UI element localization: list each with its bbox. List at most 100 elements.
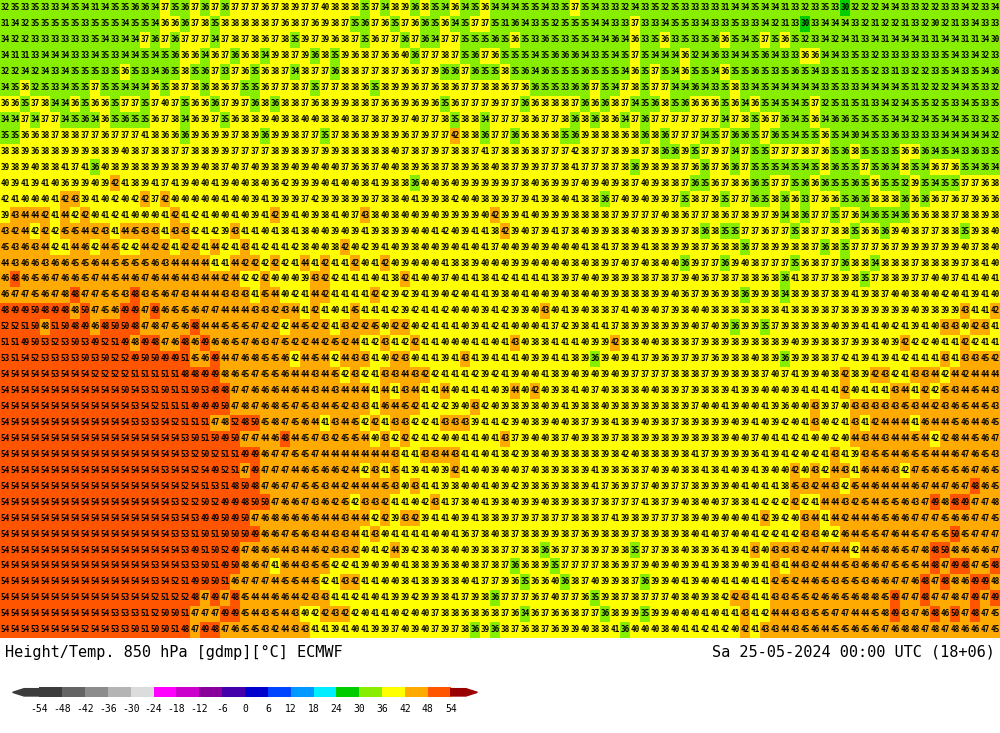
Text: 39: 39 [640, 306, 650, 315]
Text: 53: 53 [180, 545, 190, 555]
Text: 43: 43 [870, 402, 880, 411]
Text: 41: 41 [370, 545, 380, 555]
Text: 40: 40 [750, 402, 760, 411]
Text: 34: 34 [620, 115, 630, 124]
Text: 41: 41 [920, 354, 930, 364]
Text: 46: 46 [980, 434, 990, 443]
Text: 35: 35 [290, 35, 300, 45]
Text: 40: 40 [400, 482, 410, 491]
Text: 37: 37 [460, 83, 470, 92]
Text: 54: 54 [50, 529, 60, 539]
Text: 43: 43 [410, 482, 420, 491]
Text: 45: 45 [70, 226, 80, 236]
Text: 33: 33 [40, 35, 50, 45]
Text: 44: 44 [860, 514, 870, 523]
Text: 35: 35 [760, 195, 770, 204]
Text: 40: 40 [420, 243, 430, 251]
Text: 45: 45 [350, 418, 360, 427]
Text: 42: 42 [500, 418, 510, 427]
Text: 46: 46 [920, 609, 930, 619]
Text: 50: 50 [190, 434, 200, 443]
Text: 40: 40 [400, 195, 410, 204]
Text: 39: 39 [400, 4, 410, 12]
Text: 34: 34 [900, 99, 910, 108]
Text: 42: 42 [380, 514, 390, 523]
Text: 39: 39 [630, 609, 640, 619]
Text: 38: 38 [270, 67, 280, 76]
Text: 40: 40 [410, 259, 420, 268]
Text: 53: 53 [50, 354, 60, 364]
Text: 33: 33 [930, 51, 940, 60]
Text: 39: 39 [620, 370, 630, 379]
Text: 43: 43 [790, 625, 800, 634]
Text: 37: 37 [340, 19, 350, 29]
Text: 40: 40 [580, 179, 590, 188]
Text: 47: 47 [910, 514, 920, 523]
Text: 38: 38 [40, 147, 50, 156]
Text: 31: 31 [970, 35, 980, 45]
Text: 43: 43 [240, 243, 250, 251]
Text: 36: 36 [640, 578, 650, 586]
Text: 42: 42 [130, 243, 140, 251]
Text: 41: 41 [860, 323, 870, 331]
Text: 36: 36 [360, 163, 370, 172]
Text: 36: 36 [400, 67, 410, 76]
Text: 38: 38 [620, 323, 630, 331]
Text: 33: 33 [530, 35, 540, 45]
Text: 37: 37 [580, 163, 590, 172]
Text: 39: 39 [840, 274, 850, 284]
Text: 35: 35 [960, 226, 970, 236]
Text: 54: 54 [160, 529, 170, 539]
Text: 37: 37 [750, 226, 760, 236]
Text: 41: 41 [950, 338, 960, 347]
Text: 33: 33 [810, 19, 820, 29]
Text: 39: 39 [270, 51, 280, 60]
Text: 34: 34 [50, 51, 60, 60]
Text: 47: 47 [280, 482, 290, 491]
Text: 36: 36 [920, 195, 930, 204]
Text: 48: 48 [130, 338, 140, 347]
Text: 54: 54 [160, 482, 170, 491]
Text: 42: 42 [970, 338, 980, 347]
Text: 45: 45 [240, 625, 250, 634]
Text: 46: 46 [160, 290, 170, 300]
Text: 35: 35 [640, 51, 650, 60]
Text: 41: 41 [300, 306, 310, 315]
Text: 44: 44 [290, 465, 300, 475]
Text: 34: 34 [610, 83, 620, 92]
Text: 42: 42 [420, 418, 430, 427]
Text: 39: 39 [630, 243, 640, 251]
Text: 39: 39 [810, 306, 820, 315]
Text: 53: 53 [190, 561, 200, 570]
Text: 39: 39 [560, 498, 570, 507]
Text: 35: 35 [20, 99, 30, 108]
Text: 51: 51 [230, 450, 240, 459]
Text: 31: 31 [20, 51, 30, 60]
Text: 39: 39 [430, 593, 440, 603]
Text: 54: 54 [20, 498, 30, 507]
Text: 42: 42 [270, 210, 280, 220]
Text: 36: 36 [710, 35, 720, 45]
Text: 46: 46 [810, 625, 820, 634]
Text: 34: 34 [660, 19, 670, 29]
Text: 39: 39 [510, 370, 520, 379]
Text: 41: 41 [320, 306, 330, 315]
Text: 54: 54 [70, 625, 80, 634]
Text: 41: 41 [420, 386, 430, 395]
Text: 54: 54 [70, 545, 80, 555]
Text: 34: 34 [720, 115, 730, 124]
Text: 41: 41 [700, 609, 710, 619]
Text: 39: 39 [80, 179, 90, 188]
Text: 33: 33 [900, 131, 910, 140]
Text: 38: 38 [330, 4, 340, 12]
Text: 37: 37 [680, 163, 690, 172]
Text: 37: 37 [640, 545, 650, 555]
Text: 37: 37 [770, 115, 780, 124]
Text: 41: 41 [540, 323, 550, 331]
Text: 34: 34 [820, 51, 830, 60]
Text: 38: 38 [590, 625, 600, 634]
Text: 38: 38 [990, 210, 1000, 220]
Text: 35: 35 [90, 67, 100, 76]
Text: 39: 39 [740, 323, 750, 331]
Text: 45: 45 [30, 274, 40, 284]
